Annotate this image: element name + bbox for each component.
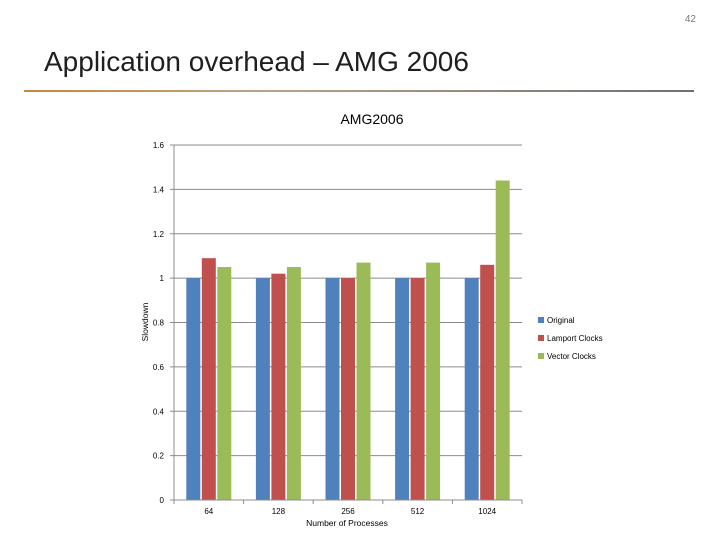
x-axis-title: Number of Processes	[306, 518, 388, 528]
y-tick-label: 1.2	[153, 230, 165, 239]
bar-lamport-clocks-256	[341, 278, 355, 500]
y-tick-label: 1.6	[153, 141, 165, 150]
bar-original-1024	[464, 278, 479, 500]
y-tick-label: 0	[160, 496, 165, 505]
bar-lamport-clocks-64	[201, 258, 216, 500]
slide-number: 42	[684, 14, 696, 25]
bar-lamport-clocks-1024	[480, 264, 495, 500]
y-tick-label: 1.4	[153, 185, 165, 194]
x-tick-label: 512	[411, 507, 425, 516]
x-tick-label: 64	[204, 507, 213, 516]
y-axis-title: Slowdown	[140, 302, 150, 341]
bar-vector-clocks-256	[356, 262, 371, 500]
slide-title: Application overhead – AMG 2006	[44, 46, 469, 77]
legend-label-lamport-clocks: Lamport Clocks	[547, 334, 603, 343]
y-tick-label: 0.2	[153, 452, 165, 461]
y-tick-label: 1	[160, 274, 165, 283]
bar-original-64	[186, 278, 201, 500]
legend-swatch-original	[538, 317, 544, 323]
bar-vector-clocks-512	[426, 262, 441, 500]
bar-original-512	[395, 278, 410, 500]
legend-swatch-vector-clocks	[538, 353, 544, 359]
legend-swatch-lamport-clocks	[538, 335, 544, 341]
x-tick-label: 128	[272, 507, 286, 516]
bar-lamport-clocks-512	[410, 278, 425, 500]
bar-lamport-clocks-128	[271, 273, 286, 500]
bar-vector-clocks-64	[217, 267, 232, 500]
bar-vector-clocks-1024	[495, 180, 510, 500]
x-tick-label: 256	[341, 507, 355, 516]
bar-original-256	[325, 278, 340, 500]
bar-vector-clocks-128	[286, 267, 301, 500]
y-tick-label: 0.6	[153, 363, 165, 372]
chart-title: AMG2006	[340, 111, 403, 127]
legend-label-original: Original	[547, 316, 575, 325]
bar-original-128	[255, 278, 270, 500]
title-divider	[24, 90, 694, 92]
y-tick-label: 0.8	[153, 319, 165, 328]
legend-label-vector-clocks: Vector Clocks	[547, 352, 596, 361]
y-tick-label: 0.4	[153, 407, 165, 416]
x-tick-label: 1024	[478, 507, 496, 516]
